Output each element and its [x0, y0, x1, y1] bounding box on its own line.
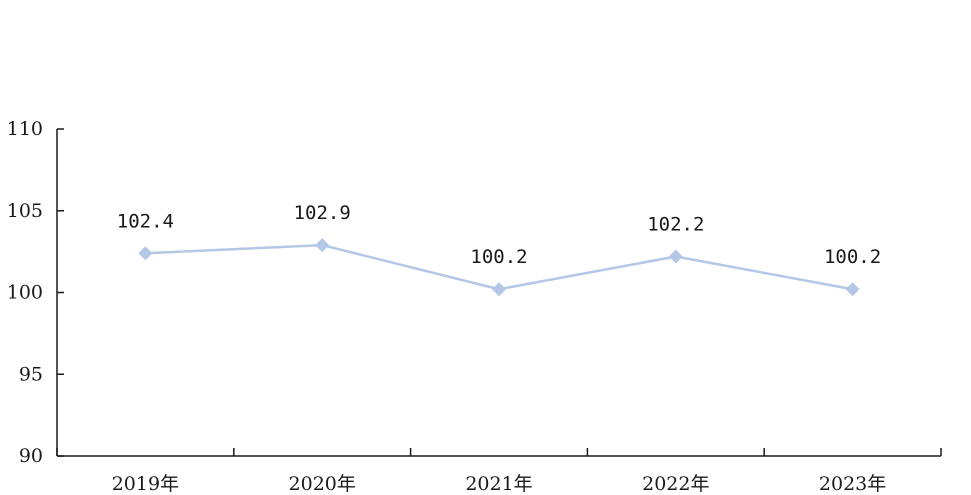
data-label: 100.2 [824, 246, 881, 268]
x-tick-label: 2023年 [819, 473, 886, 495]
data-point-marker [315, 238, 330, 253]
data-point-marker [845, 282, 860, 297]
data-point-marker [492, 282, 506, 297]
x-tick-label: 2019年 [112, 473, 179, 495]
x-axis: 2019年 2020年 2021年 2022年 2023年 [56, 448, 942, 495]
x-tick-label: 2022年 [642, 473, 709, 495]
data-label: 102.2 [647, 214, 704, 236]
series-group: 102.4 102.9 100.2 102.2 100.2 [117, 202, 881, 297]
data-label: 100.2 [470, 246, 527, 268]
x-tick-label: 2020年 [289, 473, 356, 495]
data-label: 102.9 [294, 202, 351, 224]
x-tick-label: 2021年 [465, 473, 532, 495]
data-label: 102.4 [117, 210, 174, 232]
data-point-marker [668, 249, 683, 264]
y-tick-label: 90 [19, 445, 43, 467]
y-tick-label: 110 [7, 118, 43, 140]
y-tick-label: 105 [7, 200, 43, 222]
y-tick-label: 95 [19, 363, 43, 385]
y-axis: 90 95 100 105 110 [7, 118, 64, 467]
data-point-marker [138, 246, 153, 261]
y-tick-label: 100 [7, 282, 43, 304]
